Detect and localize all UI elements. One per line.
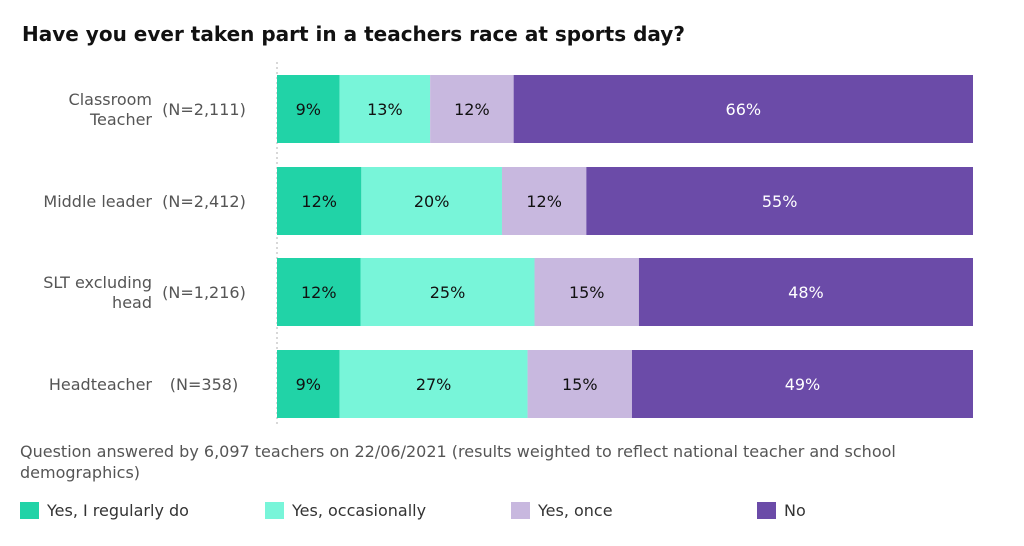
bar-segment — [638, 258, 973, 326]
bar-segment — [360, 258, 535, 326]
bar-segment — [586, 167, 973, 235]
legend-item: Yes, occasionally — [265, 499, 426, 521]
category-label: Classroom Teacher — [69, 90, 153, 129]
data-label: 49% — [785, 375, 821, 394]
bar-segment — [339, 350, 528, 418]
data-label: 25% — [430, 283, 466, 302]
data-label: 48% — [788, 283, 824, 302]
legend-label: No — [784, 500, 806, 520]
bar-segment — [631, 350, 973, 418]
data-label: 9% — [296, 100, 321, 119]
legend-item: Yes, once — [511, 499, 613, 521]
category-label: Middle leader — [43, 192, 152, 211]
bar-segment — [513, 75, 973, 143]
legend-label: Yes, occasionally — [292, 500, 427, 520]
data-label: 12% — [526, 192, 562, 211]
legend-label: Yes, once — [538, 500, 613, 520]
category-label: Headteacher — [49, 375, 153, 394]
data-label: 15% — [569, 283, 605, 302]
bar-segment — [361, 167, 502, 235]
legend-swatch — [20, 501, 39, 519]
bar-segment — [277, 258, 361, 326]
bar-segment — [501, 167, 587, 235]
chart-title: Have you ever taken part in a teachers r… — [22, 22, 685, 46]
data-label: 55% — [762, 192, 798, 211]
legend-swatch — [511, 501, 530, 519]
bar-segment — [430, 75, 514, 143]
data-label: 20% — [414, 192, 450, 211]
data-label: 13% — [367, 100, 403, 119]
data-label: 9% — [296, 375, 321, 394]
data-label: 12% — [454, 100, 490, 119]
data-label: 15% — [562, 375, 598, 394]
legend-swatch — [265, 501, 284, 519]
category-n-label: (N=2,111) — [162, 100, 246, 119]
bar-segment — [277, 350, 340, 418]
legend-label: Yes, I regularly do — [47, 500, 189, 520]
legend-item: Yes, I regularly do — [20, 499, 189, 521]
data-label: 12% — [301, 192, 337, 211]
footnote: Question answered by 6,097 teachers on 2… — [20, 442, 896, 482]
category-label: SLT excluding head — [43, 273, 152, 312]
legend-item: No — [757, 499, 806, 521]
data-label: 66% — [726, 100, 762, 119]
bar-segment — [534, 258, 639, 326]
data-label: 12% — [301, 283, 337, 302]
bar-segment — [339, 75, 431, 143]
bars-layer: 9% 13% 12% 66% 12% 20% 12% 55% 12% 25% 15% 48% 9% 27%… — [277, 75, 973, 418]
category-labels: Classroom Teacher (N=2,111) Middle leader (N… — [43, 90, 246, 394]
data-label: 27% — [416, 375, 452, 394]
stacked-bar-chart: 9% 13% 12% 66% 12% 20% 12% 55% 12% 25% 15% 48% 9% 27%… — [43, 62, 973, 426]
category-n-label: (N=1,216) — [162, 283, 246, 302]
legend-swatch — [757, 501, 776, 519]
bar-segment — [277, 75, 340, 143]
bar-segment — [277, 167, 362, 235]
category-n-label: (N=358) — [170, 375, 238, 394]
bar-segment — [527, 350, 632, 418]
category-n-label: (N=2,412) — [162, 192, 246, 211]
